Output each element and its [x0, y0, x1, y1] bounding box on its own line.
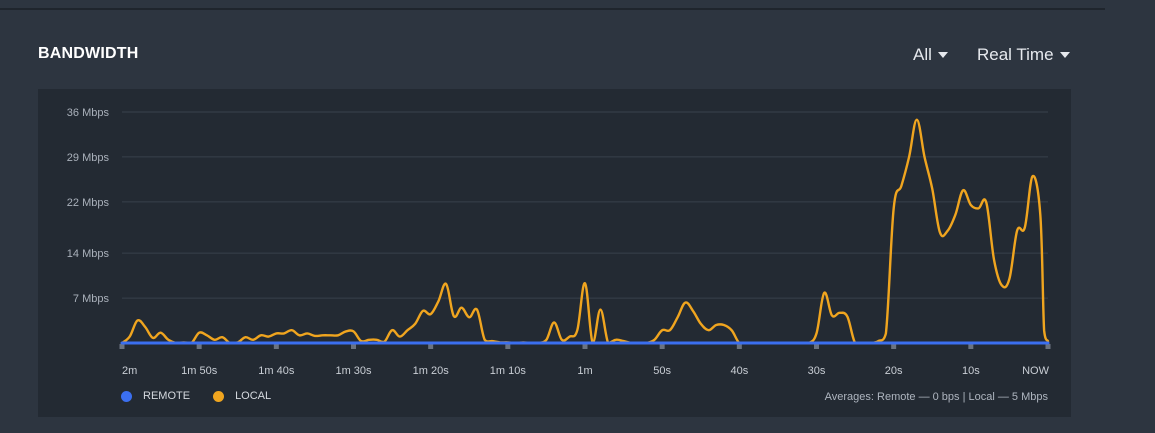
- x-axis-ticks: [119, 344, 1051, 349]
- x-tick-mark: [659, 344, 665, 349]
- averages-text: Averages: Remote — 0 bps | Local — 5 Mbp…: [824, 391, 1048, 403]
- x-tick-mark: [891, 344, 897, 349]
- legend-label-remote: REMOTE: [143, 390, 191, 402]
- x-tick-label: 1m 40s: [258, 365, 295, 377]
- x-tick-label: 30s: [808, 365, 826, 377]
- x-axis-labels: 2m 1m 50s 1m 40s 1m 30s 1m 20s 1m 10s 1m 50s 40s…: [122, 365, 1050, 377]
- local-legend-dot: [213, 390, 225, 402]
- x-tick-mark: [196, 344, 202, 349]
- y-tick-label: 36 Mbps: [67, 107, 110, 119]
- legend-label-local: LOCAL: [235, 390, 272, 402]
- chart-series: [120, 118, 1050, 345]
- x-tick-mark: [1045, 344, 1051, 349]
- x-tick-label: NOW: [1022, 365, 1050, 377]
- x-tick-mark: [428, 344, 434, 349]
- x-tick-mark: [736, 344, 742, 349]
- x-tick-mark: [505, 344, 511, 349]
- series-line-local: [120, 118, 1050, 345]
- x-tick-label: 50s: [653, 365, 671, 377]
- x-tick-label: 40s: [730, 365, 748, 377]
- chart-legend: REMOTE LOCAL: [121, 390, 294, 402]
- caret-down-icon: [937, 52, 948, 58]
- x-tick-label: 1m 10s: [490, 365, 527, 377]
- x-tick-mark: [273, 344, 279, 349]
- x-tick-label: 1m 30s: [335, 365, 372, 377]
- time-range-dropdown-label: Real Time: [977, 45, 1054, 64]
- filter-dropdown[interactable]: All: [913, 45, 948, 65]
- filter-dropdown-label: All: [913, 45, 932, 64]
- section-title: BANDWIDTH: [38, 45, 139, 62]
- x-tick-label: 10s: [962, 365, 980, 377]
- x-tick-mark: [119, 344, 125, 349]
- y-tick-label: 22 Mbps: [67, 197, 110, 209]
- legend-item-remote[interactable]: REMOTE: [121, 390, 190, 402]
- x-tick-label: 1m: [577, 365, 592, 377]
- remote-legend-dot: [121, 390, 132, 402]
- y-tick-label: 29 Mbps: [67, 152, 110, 164]
- legend-item-local[interactable]: LOCAL: [213, 390, 271, 402]
- x-tick-label: 1m 50s: [181, 365, 218, 377]
- y-tick-label: 14 Mbps: [67, 248, 110, 260]
- time-range-dropdown[interactable]: Real Time: [977, 45, 1070, 65]
- x-tick-mark: [814, 344, 819, 349]
- y-tick-label: 7 Mbps: [73, 293, 110, 305]
- x-tick-label: 20s: [885, 365, 903, 377]
- x-tick-mark: [582, 344, 588, 349]
- x-tick-mark: [351, 344, 356, 349]
- y-axis-labels: 7 Mbps 14 Mbps 22 Mbps 29 Mbps 36 Mbps: [67, 107, 110, 305]
- caret-down-icon: [1059, 52, 1070, 58]
- x-tick-label: 1m 20s: [413, 365, 450, 377]
- top-divider: [0, 8, 1105, 10]
- chart-grid: [122, 111, 1048, 299]
- x-tick-mark: [968, 344, 974, 349]
- x-tick-label: 2m: [122, 365, 137, 377]
